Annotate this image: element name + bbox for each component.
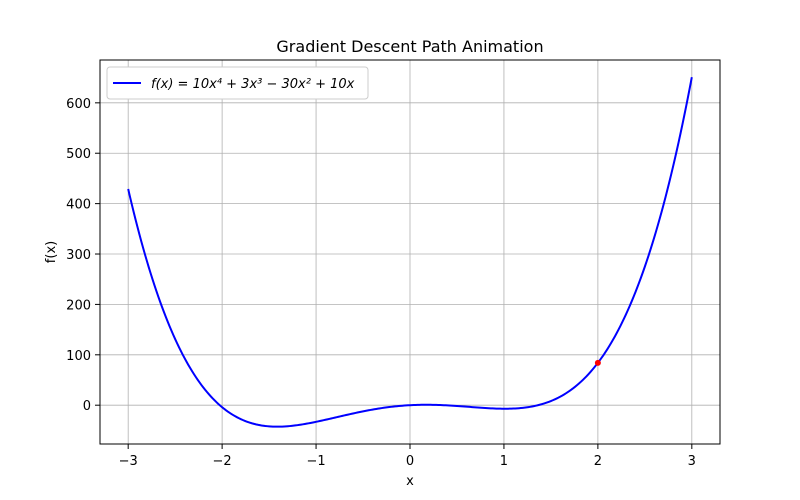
x-tick-label: 2 bbox=[594, 454, 602, 469]
chart-title: Gradient Descent Path Animation bbox=[276, 37, 543, 56]
y-tick-label: 0 bbox=[83, 399, 91, 414]
x-tick-label: 1 bbox=[500, 454, 508, 469]
legend-label: f(x) = 10x⁴ + 3x³ − 30x² + 10x bbox=[151, 77, 355, 92]
current-point-marker bbox=[594, 359, 601, 366]
y-tick-label: 400 bbox=[66, 198, 91, 213]
y-tick-label: 100 bbox=[66, 349, 91, 364]
x-tick-label: 0 bbox=[406, 454, 414, 469]
series-layer bbox=[127, 76, 693, 428]
x-tick-label: −1 bbox=[306, 454, 325, 469]
legend-box bbox=[106, 66, 369, 100]
x-axis-label: x bbox=[406, 474, 414, 489]
plot-area-frame bbox=[99, 59, 721, 445]
grid-lines bbox=[100, 60, 720, 444]
legend: f(x) = 10x⁴ + 3x³ − 30x² + 10x bbox=[106, 66, 369, 100]
y-axis-label: f(x) bbox=[44, 241, 59, 263]
x-tick-label: −3 bbox=[119, 454, 138, 469]
y-tick-label: 600 bbox=[66, 97, 91, 112]
x-tick-label: 3 bbox=[688, 454, 696, 469]
x-tick-label: −2 bbox=[213, 454, 232, 469]
y-tick-label: 500 bbox=[66, 147, 91, 162]
axis-ticks: −3 −2 −1 0 1 2 3 0 100 200 300 400 500 600 bbox=[66, 97, 696, 469]
y-tick-label: 200 bbox=[66, 298, 91, 313]
y-tick-label: 300 bbox=[66, 248, 91, 263]
